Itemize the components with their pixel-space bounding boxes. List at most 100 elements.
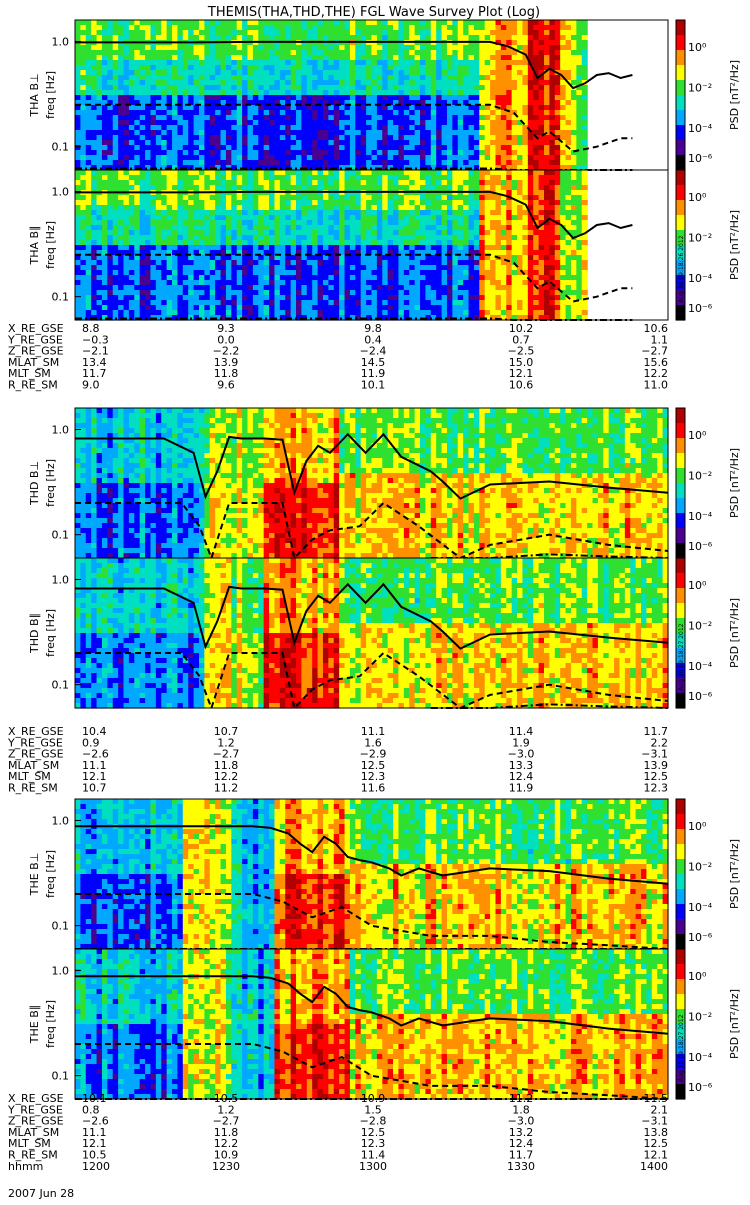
heatmap-cell <box>194 125 200 131</box>
heatmap-cell <box>576 45 582 51</box>
heatmap-cell <box>522 85 528 91</box>
heatmap-cell <box>97 145 103 151</box>
heatmap-cell <box>463 70 469 76</box>
heatmap-cell <box>102 170 108 176</box>
heatmap-cell <box>366 200 372 206</box>
heatmap-cell <box>145 290 151 296</box>
heatmap-cell <box>134 45 140 51</box>
heatmap-cell <box>124 120 130 126</box>
heatmap-cell <box>242 170 248 176</box>
heatmap-cell <box>582 150 588 156</box>
heatmap-cell <box>339 105 345 111</box>
heatmap-cell <box>495 80 501 86</box>
heatmap-cell <box>264 20 270 26</box>
heatmap-cell <box>506 95 512 101</box>
heatmap-cell <box>517 110 523 116</box>
heatmap-cell <box>253 75 259 81</box>
heatmap-cell <box>237 205 243 211</box>
heatmap-cell <box>350 215 356 221</box>
heatmap-cell <box>167 75 173 81</box>
heatmap-cell <box>447 195 453 201</box>
heatmap-cell <box>258 160 264 166</box>
heatmap-cell <box>512 100 518 106</box>
heatmap-cell <box>404 90 410 96</box>
heatmap-cell <box>361 270 367 276</box>
heatmap-cell <box>301 85 307 91</box>
heatmap-cell <box>183 175 189 181</box>
heatmap-cell <box>350 140 356 146</box>
heatmap-cell <box>221 30 227 36</box>
heatmap-cell <box>361 200 367 206</box>
heatmap-cell <box>221 95 227 101</box>
heatmap-cell <box>145 50 151 56</box>
heatmap-cell <box>436 135 442 141</box>
heatmap-cell <box>355 25 361 31</box>
heatmap-cell <box>485 95 491 101</box>
heatmap-cell <box>194 275 200 281</box>
y-tick-label: 0.1 <box>52 141 70 154</box>
heatmap-cell <box>199 310 205 316</box>
heatmap-cell <box>134 35 140 41</box>
heatmap-cell <box>312 55 318 61</box>
heatmap-cell <box>264 230 270 236</box>
heatmap-cell <box>539 135 545 141</box>
heatmap-cell <box>345 285 351 291</box>
heatmap-cell <box>436 115 442 121</box>
heatmap-cell <box>274 210 280 216</box>
heatmap-cell <box>393 185 399 191</box>
heatmap-cell <box>372 160 378 166</box>
heatmap-cell <box>156 205 162 211</box>
heatmap-cell <box>355 35 361 41</box>
heatmap-cell <box>474 70 480 76</box>
heatmap-cell <box>345 265 351 271</box>
heatmap-cell <box>522 60 528 66</box>
heatmap-cell <box>97 270 103 276</box>
colorbar-swatch <box>676 106 685 110</box>
heatmap-cell <box>469 65 475 71</box>
heatmap-cell <box>118 220 124 226</box>
heatmap-cell <box>102 295 108 301</box>
heatmap-cell <box>145 185 151 191</box>
heatmap-cell <box>533 100 539 106</box>
heatmap-cell <box>318 75 324 81</box>
heatmap-cell <box>285 255 291 261</box>
heatmap-cell <box>264 115 270 121</box>
heatmap-cell <box>334 20 340 26</box>
heatmap-cell <box>188 65 194 71</box>
heatmap-cell <box>296 175 302 181</box>
heatmap-cell <box>188 120 194 126</box>
heatmap-cell <box>248 310 254 316</box>
heatmap-cell <box>442 50 448 56</box>
heatmap-cell <box>296 180 302 186</box>
heatmap-cell <box>156 150 162 156</box>
heatmap-cell <box>118 235 124 241</box>
heatmap-cell <box>258 25 264 31</box>
heatmap-cell <box>107 130 113 136</box>
heatmap-cell <box>183 275 189 281</box>
heatmap-cell <box>291 105 297 111</box>
heatmap-cell <box>75 65 81 71</box>
heatmap-cell <box>431 70 437 76</box>
heatmap-cell <box>377 260 383 266</box>
heatmap-cell <box>334 225 340 231</box>
heatmap-cell <box>183 280 189 286</box>
heatmap-cell <box>318 275 324 281</box>
heatmap-cell <box>442 35 448 41</box>
heatmap-cell <box>221 245 227 251</box>
heatmap-cell <box>91 265 97 271</box>
heatmap-cell <box>140 215 146 221</box>
heatmap-cell <box>318 120 324 126</box>
heatmap-cell <box>156 285 162 291</box>
heatmap-cell <box>285 135 291 141</box>
heatmap-cell <box>549 75 555 81</box>
heatmap-cell <box>350 230 356 236</box>
heatmap-cell <box>501 90 507 96</box>
heatmap-cell <box>393 265 399 271</box>
heatmap-cell <box>124 230 130 236</box>
heatmap-cell <box>75 120 81 126</box>
heatmap-cell <box>296 25 302 31</box>
heatmap-cell <box>248 185 254 191</box>
heatmap-cell <box>291 50 297 56</box>
heatmap-cell <box>571 65 577 71</box>
heatmap-cell <box>210 25 216 31</box>
